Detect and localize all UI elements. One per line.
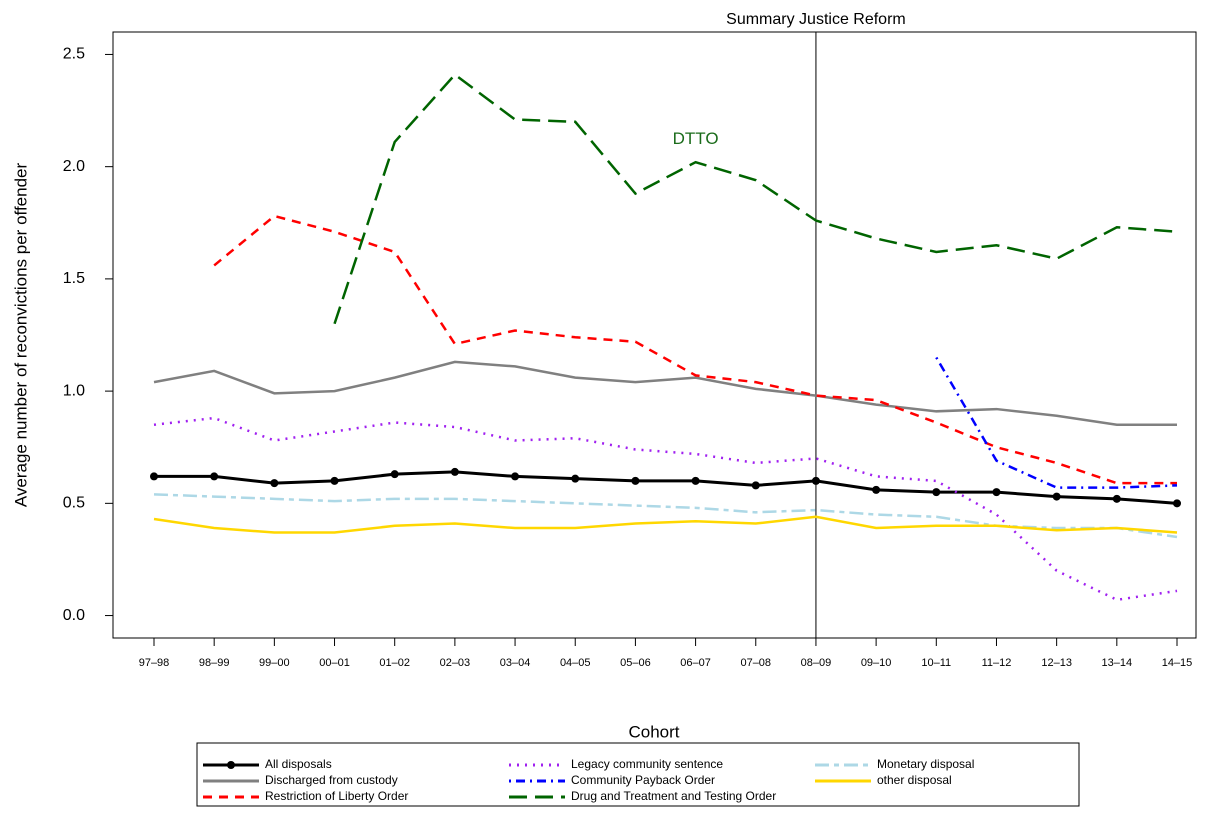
series-line [153,416,1178,602]
point [691,476,700,485]
legend-label: Discharged from custody [265,773,398,787]
point [150,472,158,481]
x-tick-label: 02–03 [440,657,471,669]
x-tick-label: 01–02 [379,657,410,669]
y-axis-title: Average number of reconvictions per offe… [11,163,30,508]
x-tick-label: 04–05 [560,657,591,669]
point [571,474,580,483]
series-line [153,515,1178,534]
series-line [333,72,1178,325]
point [872,485,881,494]
point [1173,499,1181,508]
annotation: DTTO [673,129,719,148]
x-tick-label: 00–01 [319,657,350,669]
series-line [154,470,1178,505]
y-tick-label: 0.0 [63,607,85,624]
legend-label: Legacy community sentence [571,757,723,771]
x-axis-title: Cohort [628,722,679,741]
x-tick-label: 14–15 [1162,657,1193,669]
legend-label: Monetary disposal [877,757,974,771]
plot-frame [112,31,1197,639]
reference-label: Summary Justice Reform [726,11,906,28]
x-tick-label: 13–14 [1102,657,1133,669]
x-tick-label: 99–00 [259,657,290,669]
legend-label: Restriction of Liberty Order [265,789,408,803]
x-tick-label: 06–07 [680,657,711,669]
y-tick-label: 2.5 [63,46,85,63]
point [932,488,941,497]
x-tick-label: 03–04 [500,657,531,669]
legend-label: All disposals [265,757,332,771]
legend-label: Community Payback Order [571,773,715,787]
y-tick-label: 1.0 [63,382,85,399]
y-tick-label: 0.5 [63,495,85,512]
x-tick-label: 05–06 [620,657,651,669]
point [811,476,820,485]
point [751,481,760,490]
point [1052,492,1061,501]
legend-marker [227,761,235,769]
legend-label: other disposal [877,773,952,787]
legend-label: Drug and Treatment and Testing Order [571,789,776,803]
point [390,470,399,479]
point [511,472,520,481]
point [330,476,339,485]
series-line [935,356,1178,489]
legend-frame [196,742,1080,807]
series-line [153,493,1178,539]
x-tick-label: 97–98 [139,657,170,669]
point [631,476,640,485]
x-tick-label: 08–09 [801,657,832,669]
point [450,467,459,476]
series-line [213,214,1177,485]
y-tick-label: 1.5 [63,270,85,287]
y-tick-label: 2.0 [63,158,85,175]
x-tick-label: 10–11 [921,657,951,669]
x-tick-label: 07–08 [740,657,771,669]
x-tick-label: 12–13 [1041,657,1072,669]
point [270,479,279,488]
x-tick-label: 11–12 [982,657,1012,669]
series-line [153,360,1177,427]
x-tick-label: 98–99 [199,657,230,669]
point [1112,494,1121,503]
point [992,488,1001,497]
point [210,472,219,481]
x-tick-label: 09–10 [861,657,892,669]
